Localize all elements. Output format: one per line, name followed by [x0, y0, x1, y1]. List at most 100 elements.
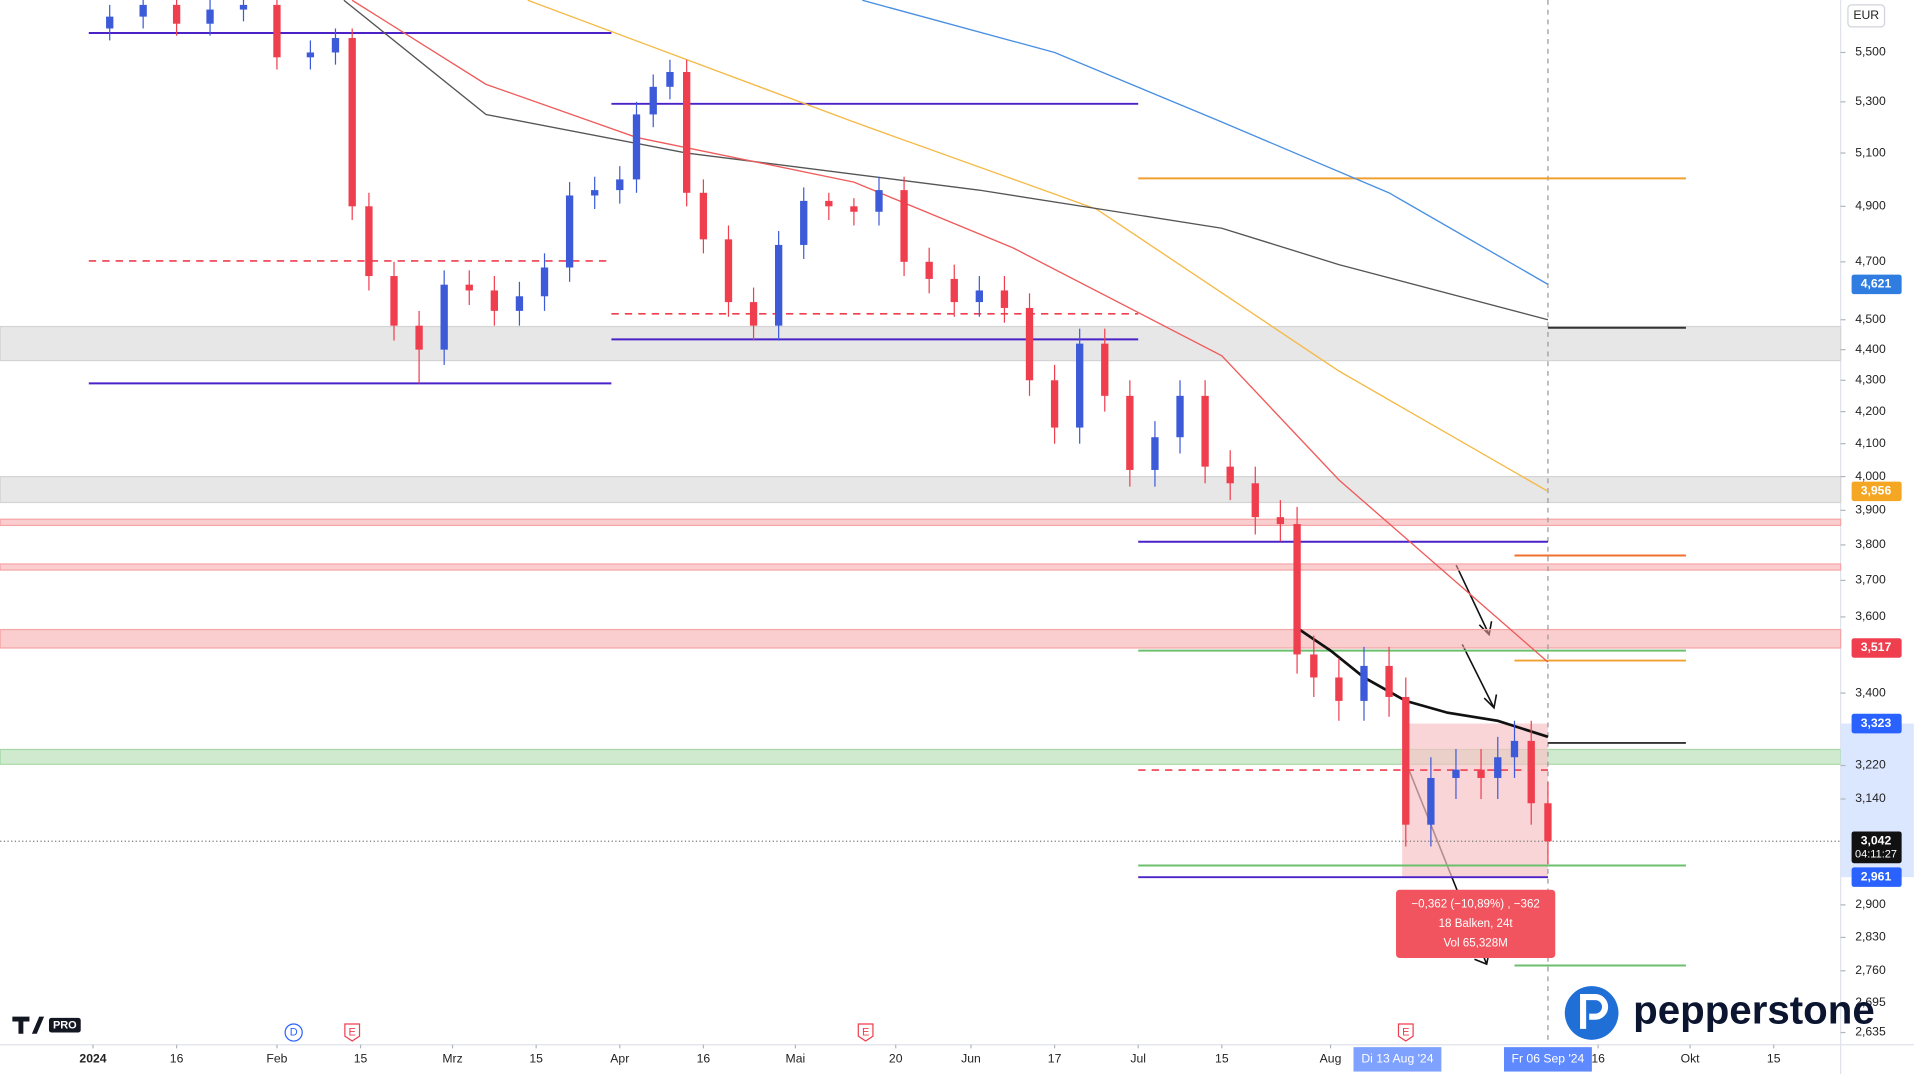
candle-body [1226, 466, 1234, 484]
measure-range [1402, 723, 1548, 878]
x-tick-label: 16 [1591, 1052, 1605, 1066]
candle-body [1402, 696, 1410, 825]
candle-body [1360, 665, 1368, 701]
candle-body [1452, 769, 1460, 778]
candle-body [1176, 395, 1184, 438]
x-tick-label: Aug [1320, 1052, 1342, 1066]
event-marker [284, 1023, 303, 1042]
y-tick-label: 4,700 [1855, 254, 1886, 268]
x-tick-label: Okt [1681, 1052, 1701, 1066]
y-tick-label: 2,635 [1855, 1025, 1886, 1039]
x-tick-label: Jul [1130, 1052, 1146, 1066]
candle-body [1050, 380, 1059, 428]
price-label-box [1851, 867, 1902, 887]
candle-body [950, 278, 958, 303]
candle-body [1201, 395, 1209, 467]
event-marker [344, 1023, 361, 1042]
price-label: 3,042 [1861, 833, 1892, 847]
badge-box [48, 1017, 81, 1033]
y-tick-label: 2,695 [1855, 995, 1886, 1009]
zone [0, 628, 1842, 649]
y-tick-label: 5,100 [1855, 145, 1886, 159]
candle-body [699, 192, 708, 240]
y-tick-label: 3,400 [1855, 685, 1886, 699]
y-tick-label: 2,900 [1855, 897, 1886, 911]
candle-body [348, 38, 356, 207]
candle-body [1101, 343, 1109, 396]
y-tick-label: 3,140 [1855, 791, 1886, 805]
x-tick-label: Apr [610, 1052, 629, 1066]
x-tick-label: 16 [697, 1052, 711, 1066]
candle-body [1151, 437, 1159, 470]
candle-body [206, 9, 214, 24]
date-label: Di 13 Aug '24 [1361, 1052, 1433, 1066]
arrow [1461, 644, 1498, 710]
candle-body [390, 276, 398, 326]
candle-body [1251, 483, 1259, 518]
currency: EUR [1853, 8, 1879, 22]
candle-body [440, 284, 448, 350]
candle-body [139, 4, 147, 17]
event-label: E [862, 1026, 869, 1038]
y-tick-label: 5,500 [1855, 45, 1886, 59]
zone [0, 563, 1842, 571]
y-tick-label: 4,100 [1855, 436, 1886, 450]
candle-body [490, 290, 499, 311]
measure-box [1396, 889, 1556, 959]
candle-body [800, 200, 808, 245]
candle-body [1335, 677, 1343, 701]
candle-body [975, 290, 983, 303]
date-label-box [1504, 1047, 1592, 1072]
candle-body [1544, 803, 1552, 842]
zone [0, 475, 1842, 504]
candle-body [1510, 740, 1519, 758]
candle-body [1494, 757, 1502, 778]
currency-box[interactable] [1847, 4, 1886, 28]
watermark: pepperstone [1633, 988, 1875, 1033]
x-tick-label: Mrz [442, 1052, 462, 1066]
y-tick-label: 4,300 [1855, 372, 1886, 386]
candle-body [1293, 524, 1301, 655]
candle-body [591, 190, 599, 196]
candle-body [925, 261, 933, 279]
x-tick-label: 17 [1048, 1052, 1062, 1066]
date-label: Fr 06 Sep '24 [1512, 1052, 1585, 1066]
candle-body [875, 190, 883, 212]
candle-body [900, 190, 908, 262]
x-tick-label: Jun [961, 1052, 981, 1066]
candle-body [515, 296, 524, 311]
candle-body [825, 200, 833, 207]
candle-body [666, 71, 674, 87]
candle-body [774, 244, 783, 326]
candle-body [465, 284, 473, 291]
y-tick-label: 3,800 [1855, 537, 1886, 551]
price-label: 3,517 [1861, 640, 1892, 654]
price-label-box [1851, 274, 1902, 295]
x-tick-label: 15 [1767, 1052, 1781, 1066]
event-label: D [290, 1026, 298, 1038]
event-label: E [349, 1026, 356, 1038]
candle-body [850, 206, 858, 212]
candle-body [749, 302, 758, 326]
candle-body [724, 239, 733, 303]
candle-body [1025, 307, 1034, 381]
price-label-box [1851, 713, 1902, 734]
price-label-box [1851, 831, 1902, 864]
candle-body [649, 86, 657, 115]
candle-body [415, 325, 423, 350]
measure-text: −0,362 (−10,89%) , −362 [1411, 898, 1539, 910]
x-tick-label: 2024 [79, 1052, 106, 1066]
candle-body [1310, 654, 1318, 678]
price-label: 3,323 [1861, 716, 1892, 730]
candle-body [1276, 517, 1285, 525]
candle-body [632, 114, 641, 180]
y-tick-label: 4,000 [1855, 469, 1886, 483]
price-label: 3,956 [1861, 484, 1892, 498]
y-tick-label: 2,830 [1855, 930, 1886, 944]
y-tick-label: 4,900 [1855, 199, 1886, 213]
price-label-box [1851, 481, 1902, 502]
zone [0, 748, 1842, 765]
candle-body [565, 195, 574, 268]
candle-body [1385, 665, 1393, 697]
